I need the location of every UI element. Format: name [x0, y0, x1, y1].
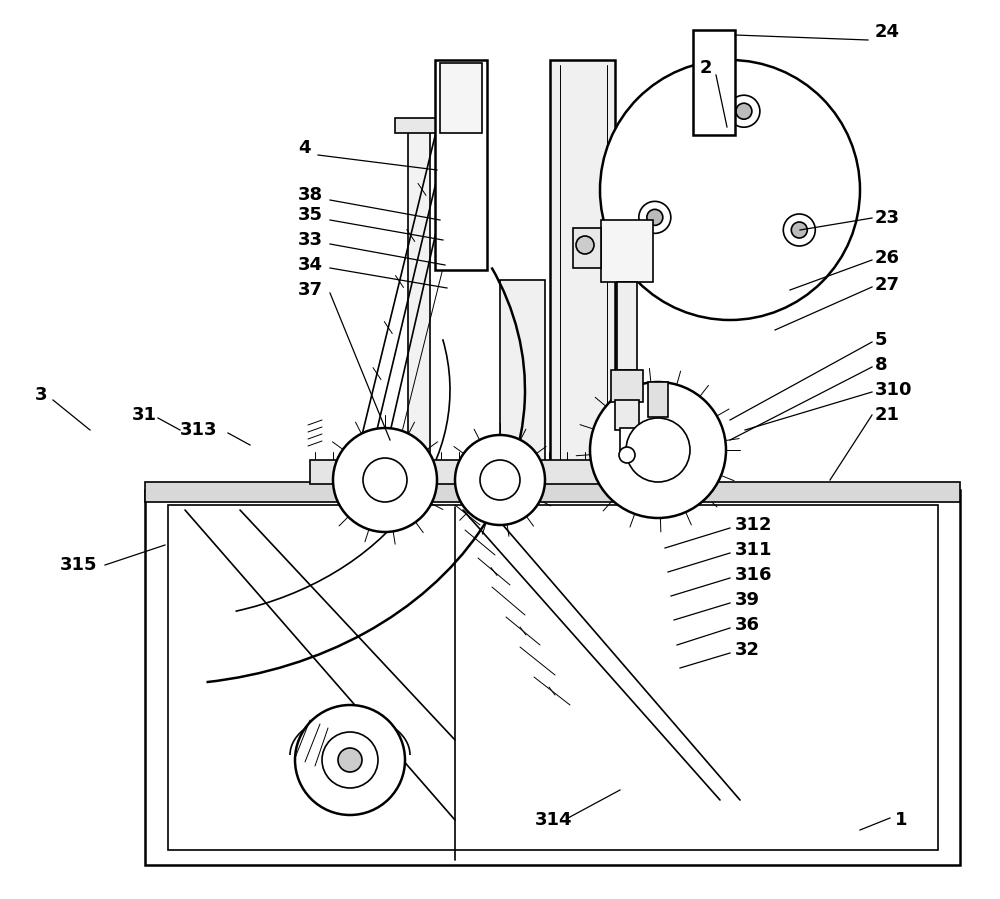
Text: 314: 314	[535, 811, 572, 829]
Circle shape	[322, 732, 378, 788]
Circle shape	[600, 60, 860, 320]
Circle shape	[728, 95, 760, 128]
Bar	[648, 382, 668, 417]
Text: 37: 37	[298, 281, 323, 299]
Circle shape	[576, 236, 594, 254]
Text: 3: 3	[35, 386, 48, 404]
Circle shape	[639, 201, 671, 234]
Bar	[611, 370, 643, 402]
Bar	[440, 63, 482, 133]
Text: 313: 313	[180, 421, 218, 439]
Bar	[435, 60, 487, 270]
Text: 27: 27	[875, 276, 900, 294]
Text: 1: 1	[895, 811, 908, 829]
Bar	[601, 220, 653, 282]
Text: 39: 39	[735, 591, 760, 609]
Circle shape	[338, 748, 362, 772]
Text: 35: 35	[298, 206, 323, 224]
Bar	[408, 120, 430, 490]
Text: 310: 310	[875, 381, 912, 399]
Circle shape	[333, 428, 437, 532]
Circle shape	[363, 458, 407, 502]
Bar	[693, 30, 735, 135]
Text: 2: 2	[700, 59, 712, 77]
Text: 23: 23	[875, 209, 900, 227]
Bar	[168, 505, 938, 850]
Text: 311: 311	[735, 541, 772, 559]
Text: 4: 4	[298, 139, 310, 157]
Bar	[395, 118, 445, 133]
Text: 33: 33	[298, 231, 323, 249]
Circle shape	[455, 435, 545, 525]
Bar	[617, 282, 637, 370]
Text: 36: 36	[735, 616, 760, 634]
Bar	[145, 490, 960, 865]
Text: 26: 26	[875, 249, 900, 267]
Text: 34: 34	[298, 256, 323, 274]
Bar	[500, 280, 545, 490]
Circle shape	[647, 209, 663, 226]
Circle shape	[295, 705, 405, 815]
Text: 8: 8	[875, 356, 888, 374]
Bar	[310, 460, 610, 484]
Circle shape	[480, 460, 520, 500]
Circle shape	[791, 222, 807, 238]
Text: 32: 32	[735, 641, 760, 659]
Circle shape	[736, 103, 752, 120]
Circle shape	[590, 382, 726, 518]
Bar	[550, 60, 615, 485]
Text: 315: 315	[60, 556, 98, 574]
Text: 31: 31	[132, 406, 157, 424]
Text: 38: 38	[298, 186, 323, 204]
Bar	[573, 228, 601, 268]
Bar	[620, 428, 634, 456]
Text: 5: 5	[875, 331, 888, 349]
Circle shape	[626, 418, 690, 482]
Text: 312: 312	[735, 516, 772, 534]
Circle shape	[619, 447, 635, 463]
Text: 316: 316	[735, 566, 772, 584]
Bar	[615, 400, 639, 430]
Circle shape	[783, 214, 815, 246]
Text: 21: 21	[875, 406, 900, 424]
Text: 24: 24	[875, 23, 900, 41]
Bar	[145, 482, 960, 502]
